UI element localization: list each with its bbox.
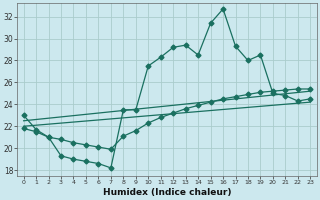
X-axis label: Humidex (Indice chaleur): Humidex (Indice chaleur) — [103, 188, 231, 197]
